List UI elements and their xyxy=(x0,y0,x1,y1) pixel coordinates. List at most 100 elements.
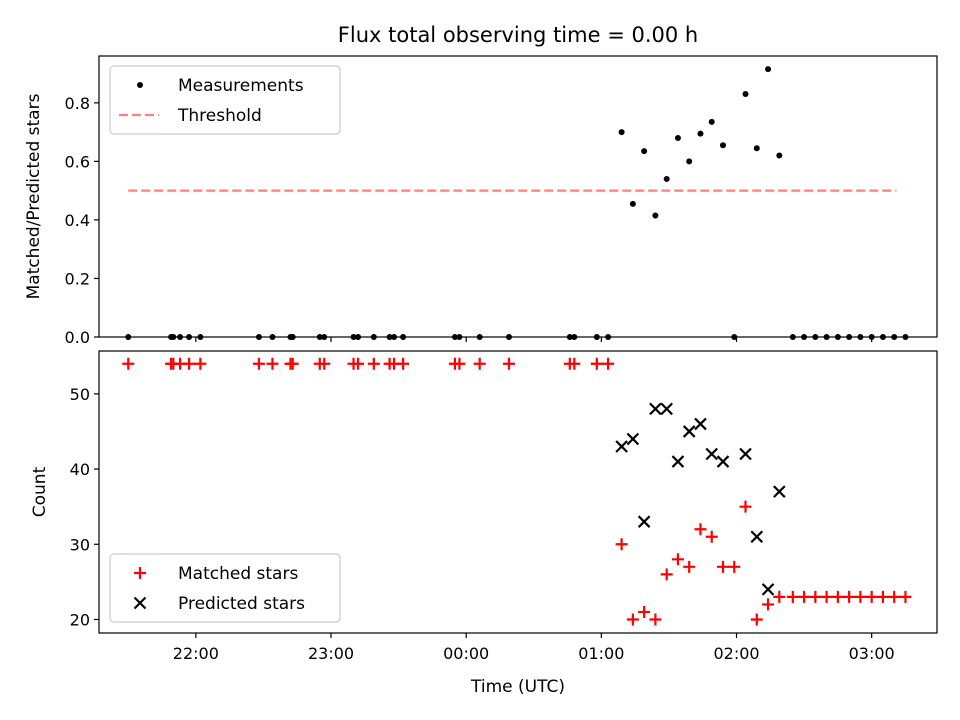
data-point xyxy=(663,175,670,182)
legend-swatch xyxy=(134,567,146,579)
data-point xyxy=(716,455,730,468)
legend-item: Predicted stars xyxy=(133,594,305,614)
data-point xyxy=(765,66,772,73)
data-point xyxy=(798,590,811,603)
data-point xyxy=(590,357,603,370)
y-tick-label: 0.2 xyxy=(65,269,90,288)
data-point xyxy=(686,158,693,165)
legend-item: Measurements xyxy=(137,76,304,96)
data-point xyxy=(705,447,719,461)
data-point xyxy=(602,357,615,370)
data-point xyxy=(705,530,718,543)
ratio-panel: 0.0 0.2 0.4 0.6 0.8 Matched/Predicted stars Me… xyxy=(24,55,938,347)
data-point xyxy=(618,129,625,136)
x-tick-label: 02:00 xyxy=(713,644,759,663)
data-point xyxy=(854,590,867,603)
data-point xyxy=(750,613,763,626)
data-point xyxy=(739,500,752,513)
legend-box xyxy=(109,553,341,623)
x-tick-label: 00:00 xyxy=(443,644,489,663)
data-point xyxy=(637,515,651,528)
x-tick-label: 23:00 xyxy=(308,644,354,663)
data-point xyxy=(739,447,752,461)
data-point xyxy=(122,357,135,370)
y-tick-label: 40 xyxy=(70,460,90,479)
y-tick-label: 50 xyxy=(70,385,90,404)
data-point xyxy=(626,432,640,446)
data-point xyxy=(716,560,729,573)
y-tick-label: 0.4 xyxy=(65,211,90,230)
count-panel: 20 30 40 50 22:00 23:00 00:00 01:00 02:00 03:00 Co… xyxy=(30,350,938,663)
data-point xyxy=(786,590,799,603)
data-point xyxy=(843,590,856,603)
data-point xyxy=(397,357,410,370)
data-point xyxy=(473,357,486,370)
data-point xyxy=(694,417,707,431)
data-point xyxy=(638,605,651,618)
data-point xyxy=(615,440,628,453)
data-point xyxy=(671,553,684,566)
data-point xyxy=(568,357,581,370)
y-axis-label: Count xyxy=(30,466,50,517)
legend-label: Measurements xyxy=(178,76,304,96)
x-axis-label: Time (UTC) xyxy=(470,677,565,697)
data-point xyxy=(831,590,844,603)
legend-swatch xyxy=(133,596,147,610)
legend-item: Threshold xyxy=(119,106,262,126)
data-point xyxy=(629,200,636,207)
x-tick-label: 01:00 xyxy=(578,644,624,663)
data-point xyxy=(719,142,726,149)
data-point xyxy=(671,455,685,468)
data-point xyxy=(697,130,704,137)
data-point xyxy=(683,560,696,573)
y-tick-label: 30 xyxy=(70,535,90,554)
legend-label: Threshold xyxy=(177,106,262,126)
data-point xyxy=(773,485,786,498)
data-point xyxy=(750,530,764,544)
data-point xyxy=(367,357,380,370)
data-point xyxy=(626,613,639,626)
legend-label: Predicted stars xyxy=(178,594,305,614)
data-point xyxy=(252,357,265,370)
data-point xyxy=(615,538,628,551)
data-point xyxy=(194,357,207,370)
y-tick-label: 20 xyxy=(70,610,90,629)
data-point xyxy=(753,145,760,152)
x-tick-label: 22:00 xyxy=(173,644,219,663)
data-point xyxy=(708,118,715,125)
legend-item: Matched stars xyxy=(134,564,298,584)
series-predicted-stars xyxy=(615,402,786,596)
legend-label: Matched stars xyxy=(178,564,298,584)
data-point xyxy=(742,91,749,98)
data-point xyxy=(641,148,648,155)
data-point xyxy=(266,357,279,370)
plot-frame xyxy=(98,350,938,634)
data-point xyxy=(899,590,912,603)
x-tick-label: 03:00 xyxy=(849,644,895,663)
y-tick-label: 0.6 xyxy=(65,152,90,171)
data-point xyxy=(761,583,775,596)
data-point xyxy=(888,590,901,603)
y-axis-label: Matched/Predicted stars xyxy=(24,93,44,299)
y-tick-label: 0.8 xyxy=(65,94,90,113)
data-point xyxy=(876,590,889,603)
data-point xyxy=(660,568,673,581)
data-point xyxy=(865,590,878,603)
data-point xyxy=(183,357,196,370)
data-point xyxy=(674,134,681,141)
legend-box xyxy=(109,65,341,135)
data-point xyxy=(660,402,673,416)
data-point xyxy=(318,357,331,370)
series-matched-stars xyxy=(122,357,912,626)
data-point xyxy=(652,212,659,219)
legend: Measurements Threshold xyxy=(109,65,341,135)
chart-title: Flux total observing time = 0.00 h xyxy=(338,23,698,47)
data-point xyxy=(502,357,515,370)
data-point xyxy=(352,357,365,370)
y-tick-label: 0.0 xyxy=(65,328,90,347)
data-point xyxy=(649,402,662,416)
data-point xyxy=(762,598,775,611)
data-point xyxy=(453,357,466,370)
legend: Matched stars Predicted stars xyxy=(109,553,341,623)
